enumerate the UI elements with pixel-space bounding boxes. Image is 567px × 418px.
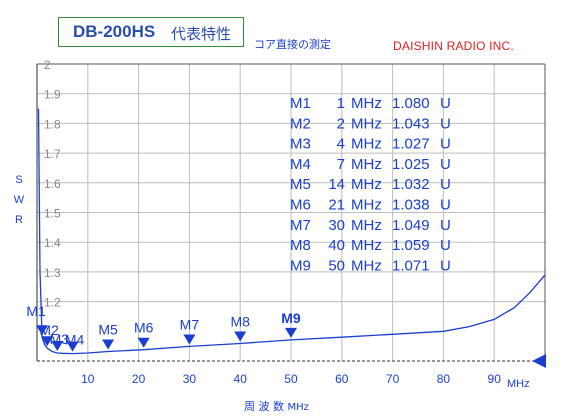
marker-table-label: M6 xyxy=(290,197,311,214)
y-tick-label: 1.5 xyxy=(44,207,61,221)
marker-table-label: M2 xyxy=(290,115,311,132)
marker-table-suffix: U xyxy=(440,217,451,234)
marker-table-suffix: U xyxy=(440,257,451,274)
x-axis-unit-label: MHz xyxy=(507,378,530,390)
marker-table-swr: 1.071 xyxy=(392,257,430,274)
marker-triangle-m6 xyxy=(137,337,150,348)
x-tick-label: 20 xyxy=(132,372,146,386)
marker-table-freq: 7 xyxy=(337,156,345,173)
marker-label-m8: M8 xyxy=(230,313,250,329)
y-tick-label: 1.8 xyxy=(44,117,61,131)
y-tick-label: 2 xyxy=(44,58,51,72)
marker-table-label: M7 xyxy=(290,217,311,234)
marker-label-m4: M4 xyxy=(65,332,85,348)
marker-label-m7: M7 xyxy=(180,316,200,332)
marker-label-m9: M9 xyxy=(281,310,301,326)
marker-table-unit: MHz xyxy=(351,257,382,274)
marker-table-label: M5 xyxy=(290,176,311,193)
marker-table-unit: MHz xyxy=(351,156,382,173)
marker-label-m1: M1 xyxy=(26,303,46,319)
brand-name: DAISHIN RADIO INC. xyxy=(393,39,514,53)
marker-label-m6: M6 xyxy=(134,320,154,336)
x-tick-label: 60 xyxy=(335,372,349,386)
x-axis-arrow xyxy=(532,354,546,368)
marker-triangle-m2 xyxy=(41,336,54,347)
marker-table-unit: MHz xyxy=(351,115,382,132)
marker-table-freq: 1 xyxy=(337,95,345,112)
marker-table-swr: 1.027 xyxy=(392,136,430,153)
y-tick-label: 1.9 xyxy=(44,88,61,102)
x-tick-label: 30 xyxy=(183,372,197,386)
swr-curve xyxy=(37,108,546,355)
marker-table-freq: 14 xyxy=(328,176,345,193)
y-tick-label: 1.7 xyxy=(44,147,61,161)
y-tick-label: 1.6 xyxy=(44,177,61,191)
marker-table-label: M1 xyxy=(290,95,311,112)
chart-title-jp: 代表特性 xyxy=(171,25,232,43)
x-tick-label: 90 xyxy=(488,372,502,386)
marker-table-unit: MHz xyxy=(351,95,382,112)
marker-triangle-m7 xyxy=(183,334,196,345)
marker-triangle-m1 xyxy=(36,325,49,336)
marker-table-unit: MHz xyxy=(351,237,382,254)
marker-table-freq: 2 xyxy=(337,115,345,132)
x-axis-label-unit: MHz xyxy=(287,402,309,413)
marker-table-swr: 1.049 xyxy=(392,217,430,234)
marker-table-label: M8 xyxy=(290,237,311,254)
marker-table-swr: 1.032 xyxy=(392,176,430,193)
x-tick-label: 80 xyxy=(437,372,451,386)
chart-title-model: DB-200HS xyxy=(73,22,156,41)
marker-triangle-m4 xyxy=(66,341,79,352)
marker-table-unit: MHz xyxy=(351,136,382,153)
marker-table-swr: 1.038 xyxy=(392,197,430,214)
marker-table-freq: 30 xyxy=(328,217,345,234)
marker-label-m3: M3 xyxy=(50,331,70,347)
marker-table-unit: MHz xyxy=(351,217,382,234)
marker-table-swr: 1.043 xyxy=(392,115,430,132)
x-tick-label: 10 xyxy=(81,372,95,386)
marker-table-suffix: U xyxy=(440,237,451,254)
x-axis-label: 周 波 数 MHz xyxy=(244,398,309,414)
title-box: DB-200HS 代表特性 xyxy=(58,17,244,47)
marker-table-swr: 1.059 xyxy=(392,237,430,254)
marker-table-suffix: U xyxy=(440,197,451,214)
marker-table-unit: MHz xyxy=(351,176,382,193)
y-tick-label: 1.3 xyxy=(44,266,61,280)
y-axis-label-letter: W xyxy=(13,194,25,206)
y-axis-label-letter: R xyxy=(15,214,23,226)
marker-table-suffix: U xyxy=(440,115,451,132)
y-axis-label: S W R xyxy=(13,170,25,230)
marker-table-suffix: U xyxy=(440,156,451,173)
marker-table-suffix: U xyxy=(440,95,451,112)
chart-subtitle: コア直接の測定 xyxy=(254,38,331,51)
marker-table-label: M4 xyxy=(290,156,311,173)
marker-table-unit: MHz xyxy=(351,197,382,214)
marker-table-freq: 4 xyxy=(337,136,345,153)
marker-table-swr: 1.080 xyxy=(392,95,430,112)
y-tick-label: 1.2 xyxy=(44,296,61,310)
x-tick-label: 70 xyxy=(386,372,400,386)
y-axis-label-letter: S xyxy=(15,174,23,186)
marker-table-freq: 40 xyxy=(328,237,345,254)
marker-table-label: M9 xyxy=(290,257,311,274)
x-tick-label: 40 xyxy=(234,372,248,386)
marker-table-suffix: U xyxy=(440,136,451,153)
marker-label-m5: M5 xyxy=(98,321,118,337)
marker-table-freq: 21 xyxy=(328,197,345,214)
marker-table-freq: 50 xyxy=(328,257,345,274)
x-axis-label-text: 周 波 数 xyxy=(244,400,284,413)
y-tick-label: 1.4 xyxy=(44,236,61,250)
x-tick-label: 50 xyxy=(284,372,298,386)
marker-table-swr: 1.025 xyxy=(392,156,430,173)
marker-triangle-m5 xyxy=(102,339,115,350)
marker-triangle-m9 xyxy=(285,327,297,338)
marker-table-suffix: U xyxy=(440,176,451,193)
marker-table-label: M3 xyxy=(290,136,311,153)
marker-triangle-m8 xyxy=(234,331,247,342)
marker-label-m2: M2 xyxy=(39,322,59,338)
marker-triangle-m3 xyxy=(51,340,64,351)
